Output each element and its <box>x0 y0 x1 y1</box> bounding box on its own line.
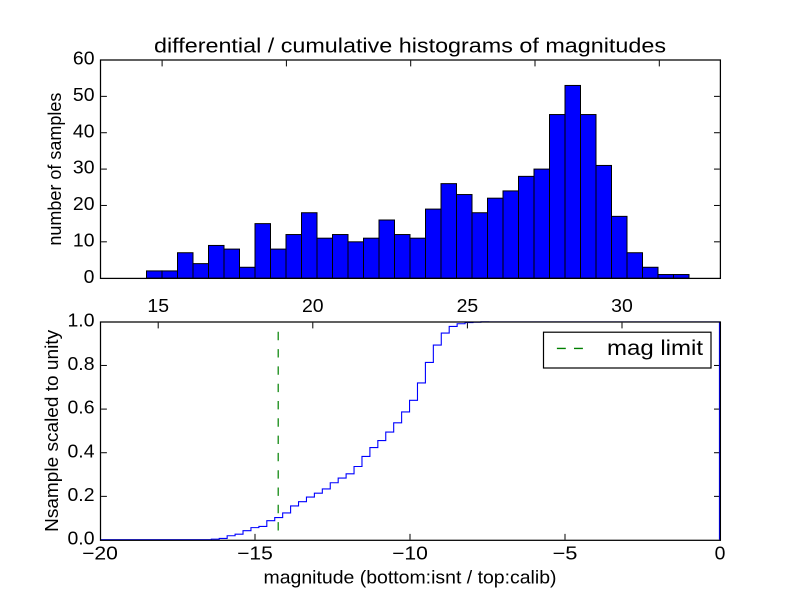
svg-text:20: 20 <box>73 193 95 214</box>
svg-text:15: 15 <box>147 295 169 316</box>
svg-text:0.2: 0.2 <box>68 484 95 505</box>
svg-text:0: 0 <box>84 266 95 287</box>
svg-text:magnitude (bottom:isnt / top:c: magnitude (bottom:isnt / top:calib) <box>264 567 557 588</box>
svg-text:0.0: 0.0 <box>68 528 95 549</box>
svg-text:0: 0 <box>715 542 726 563</box>
svg-text:mag limit: mag limit <box>607 337 703 360</box>
svg-text:60: 60 <box>73 48 95 69</box>
svg-text:number of samples: number of samples <box>44 93 65 246</box>
svg-text:20: 20 <box>302 295 324 316</box>
svg-text:10: 10 <box>73 229 95 250</box>
svg-text:Nsample scaled to unity: Nsample scaled to unity <box>41 329 62 532</box>
svg-text:differential / cumulative hist: differential / cumulative histograms of … <box>154 36 666 58</box>
svg-text:25: 25 <box>457 295 479 316</box>
svg-text:−20: −20 <box>82 542 118 563</box>
svg-text:30: 30 <box>73 157 95 178</box>
svg-text:0.4: 0.4 <box>68 440 95 461</box>
svg-text:1.0: 1.0 <box>68 309 95 330</box>
svg-text:40: 40 <box>73 120 95 141</box>
svg-text:0.8: 0.8 <box>68 353 95 374</box>
svg-text:30: 30 <box>611 295 633 316</box>
svg-text:−5: −5 <box>553 542 578 563</box>
svg-text:−15: −15 <box>237 542 273 563</box>
svg-text:0.6: 0.6 <box>68 397 95 418</box>
svg-text:−10: −10 <box>392 542 428 563</box>
svg-text:50: 50 <box>73 84 95 105</box>
